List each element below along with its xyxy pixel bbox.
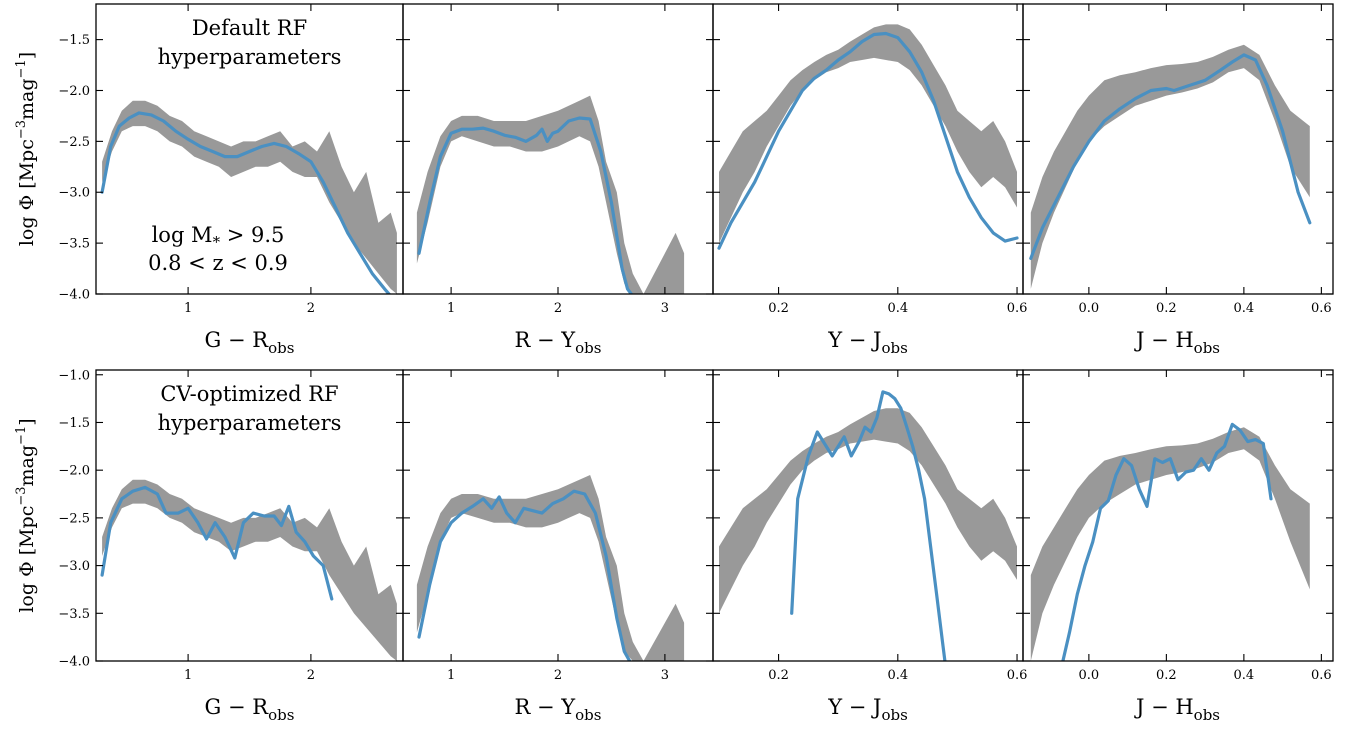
observed-band	[102, 479, 397, 661]
x-tick-label: 0.2	[768, 668, 789, 683]
x-tick-label: 0.4	[887, 668, 908, 683]
panel-0-3: 0.0 0.2 0.4 0.6 J − Hobs	[1022, 3, 1334, 357]
model-line-0	[1029, 53, 1312, 260]
x-tick-label: 1	[447, 668, 455, 683]
y-tick-label: −2.0	[58, 84, 90, 99]
y-tick-label: −4.0	[58, 655, 90, 670]
y-tick-label: −1.5	[58, 416, 90, 431]
axes-frame	[1022, 369, 1334, 662]
panel-0-2: 0.2 0.4 0.6 Y − Jobs	[712, 3, 1028, 357]
plot-area	[100, 100, 397, 294]
observed-band	[416, 95, 685, 294]
x-tick-label: 0.0	[1079, 668, 1100, 683]
observed-band	[1030, 427, 1310, 661]
x-tick-label: 0.4	[887, 301, 908, 316]
x-tick-label: 2	[307, 668, 315, 683]
x-tick-label: 0.6	[1007, 668, 1028, 683]
plot-area	[717, 24, 1019, 250]
x-tick-label: 2	[307, 301, 315, 316]
y-axis-label: log Φ [Mpc−3mag−1]	[14, 52, 38, 246]
model-line-0	[790, 390, 947, 661]
y-tick-label: −1.0	[58, 368, 90, 383]
y-tick-label: −3.5	[58, 237, 90, 252]
observed-band	[102, 100, 397, 294]
plot-area	[416, 95, 685, 294]
x-tick-label: 3	[661, 301, 669, 316]
x-axis-label: Y − Jobs	[827, 328, 908, 357]
model-line-0	[100, 111, 392, 294]
y-tick-label: −2.5	[58, 511, 90, 526]
x-tick-label: 0.0	[1079, 301, 1100, 316]
x-tick-label: 3	[661, 668, 669, 683]
x-axis-label: J − Hobs	[1134, 695, 1220, 724]
plot-area	[719, 390, 1017, 661]
mass-cut-annotation: log M* > 9.5	[152, 223, 285, 251]
plot-area	[100, 479, 397, 661]
y-tick-label: −2.5	[58, 135, 90, 150]
model-line-0	[100, 485, 334, 601]
observed-band	[416, 475, 685, 661]
panel-1-2: 0.2 0.4 0.6 Y − Jobs	[712, 369, 1028, 724]
model-line-0	[1061, 422, 1273, 661]
panel-1-1: 1 2 3 R − Yobs	[402, 369, 714, 724]
model-line-0	[717, 31, 1019, 250]
x-axis-label: G − Robs	[205, 695, 295, 724]
x-axis-label: G − Robs	[205, 328, 295, 357]
axes-frame	[1022, 3, 1334, 295]
x-tick-label: 2	[554, 301, 562, 316]
x-tick-label: 0.6	[1311, 668, 1332, 683]
panel-title-line2: hyperparameters	[158, 45, 342, 69]
y-axis-label: log Φ [Mpc−3mag−1]	[14, 418, 38, 612]
y-tick-label: −3.0	[58, 559, 90, 574]
y-tick-label: −2.0	[58, 464, 90, 479]
x-tick-label: 0.4	[1234, 668, 1255, 683]
x-tick-label: 1	[184, 668, 192, 683]
plot-area	[1029, 44, 1312, 289]
y-tick-label: −3.5	[58, 607, 90, 622]
panel-title-line1: CV-optimized RF	[160, 382, 338, 406]
x-tick-label: 1	[184, 301, 192, 316]
x-tick-label: 0.2	[768, 301, 789, 316]
observed-band	[719, 408, 1017, 614]
model-line-0	[417, 116, 634, 294]
plot-area	[1030, 422, 1310, 661]
x-axis-label: R − Yobs	[515, 695, 602, 724]
x-tick-label: 0.6	[1311, 301, 1332, 316]
panel-1-3: 0.0 0.2 0.4 0.6 J − Hobs	[1022, 369, 1334, 724]
plot-area	[416, 475, 685, 661]
x-axis-label: R − Yobs	[515, 328, 602, 357]
x-tick-label: 2	[554, 668, 562, 683]
panel-0-1: 1 2 3 R − Yobs	[402, 3, 714, 357]
x-axis-label: Y − Jobs	[827, 695, 908, 724]
x-tick-label: 0.4	[1234, 301, 1255, 316]
panel-1-0: 1 2 −4.0 −3.5 −3.0 −2.5 −2.0 −1.5 −1.0 G − Robs lo…	[14, 368, 404, 724]
observed-band	[1030, 44, 1310, 289]
x-tick-label: 1	[447, 301, 455, 316]
panel-0-0: 1 2 −4.0 −3.5 −3.0 −2.5 −2.0 −1.5 G − Robs log Φ …	[14, 3, 404, 357]
model-line-0	[417, 489, 632, 661]
y-tick-label: −4.0	[58, 288, 90, 303]
x-axis-label: J − Hobs	[1134, 328, 1220, 357]
y-tick-label: −3.0	[58, 186, 90, 201]
panel-title-line2: hyperparameters	[158, 411, 342, 435]
x-tick-label: 0.6	[1007, 301, 1028, 316]
panel-title-line1: Default RF	[192, 16, 307, 40]
y-tick-label: −1.5	[58, 33, 90, 48]
x-tick-label: 0.2	[1156, 301, 1177, 316]
redshift-annotation: 0.8 < z < 0.9	[148, 251, 288, 275]
observed-band	[719, 24, 1017, 244]
x-tick-label: 0.2	[1156, 668, 1177, 683]
